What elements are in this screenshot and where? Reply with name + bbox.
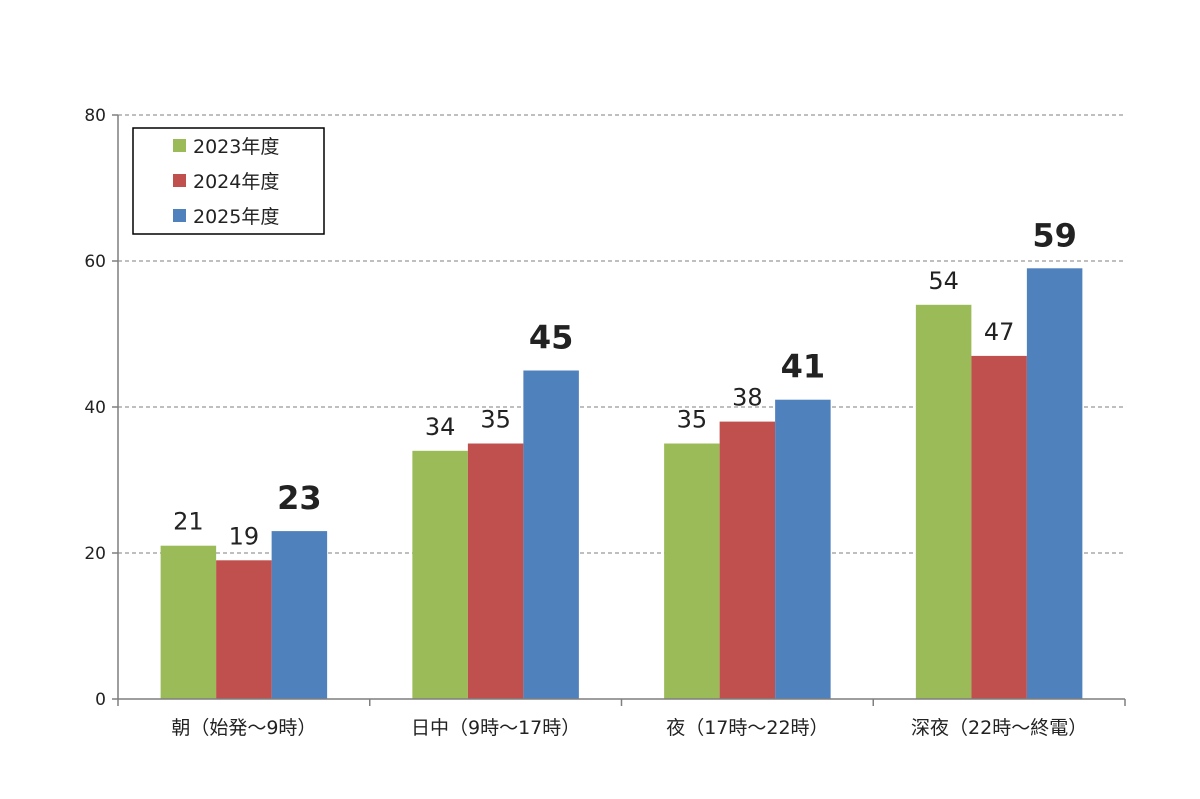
legend-label: 2024年度 <box>193 171 279 193</box>
bar <box>1026 268 1083 699</box>
legend-swatch <box>173 209 186 222</box>
y-tick-label: 80 <box>84 106 106 126</box>
data-label: 23 <box>277 479 322 517</box>
data-label: 34 <box>425 413 456 441</box>
data-label: 38 <box>732 384 763 412</box>
bar <box>719 421 776 699</box>
y-tick-label: 40 <box>84 398 106 418</box>
x-tick-label: 深夜（22時～終電） <box>911 717 1087 739</box>
data-label: 54 <box>928 267 959 295</box>
bars <box>160 268 1083 699</box>
value-labels: 21 19 23 34 35 45 35 38 41 54 47 59 <box>173 216 1077 550</box>
bar <box>915 304 972 699</box>
bar <box>271 531 328 699</box>
y-tick-label: 60 <box>84 252 106 272</box>
bar <box>160 545 217 699</box>
bar <box>467 443 524 699</box>
bar <box>775 399 831 699</box>
legend-label: 2025年度 <box>193 206 279 228</box>
legend-swatch <box>173 174 186 187</box>
data-label: 21 <box>173 508 204 536</box>
bar <box>216 560 272 699</box>
bar <box>971 355 1027 699</box>
data-label: 45 <box>529 319 574 357</box>
legend-label: 2023年度 <box>193 136 279 158</box>
data-label: 19 <box>229 522 260 550</box>
y-tick-label: 20 <box>84 544 106 564</box>
x-tick-label: 日中（9時～17時） <box>411 717 580 739</box>
legend: 2023年度 2024年度 2025年度 <box>132 127 325 235</box>
axes: 0 20 40 60 80 朝（始発～9時） 日中（9時～17時） 夜（17時～22時） 深夜（… <box>84 106 1126 739</box>
legend-box <box>132 127 325 235</box>
bar <box>664 443 720 699</box>
x-tick-label: 夜（17時～22時） <box>666 717 828 739</box>
data-label: 41 <box>781 348 826 386</box>
data-label: 35 <box>677 406 708 434</box>
data-label: 59 <box>1032 216 1077 254</box>
x-tick-label: 朝（始発～9時） <box>171 717 316 739</box>
legend-swatch <box>173 139 186 152</box>
bar <box>523 370 579 699</box>
bar <box>412 450 468 699</box>
y-tick-label: 0 <box>95 690 106 710</box>
data-label: 35 <box>480 406 511 434</box>
data-label: 47 <box>984 318 1015 346</box>
